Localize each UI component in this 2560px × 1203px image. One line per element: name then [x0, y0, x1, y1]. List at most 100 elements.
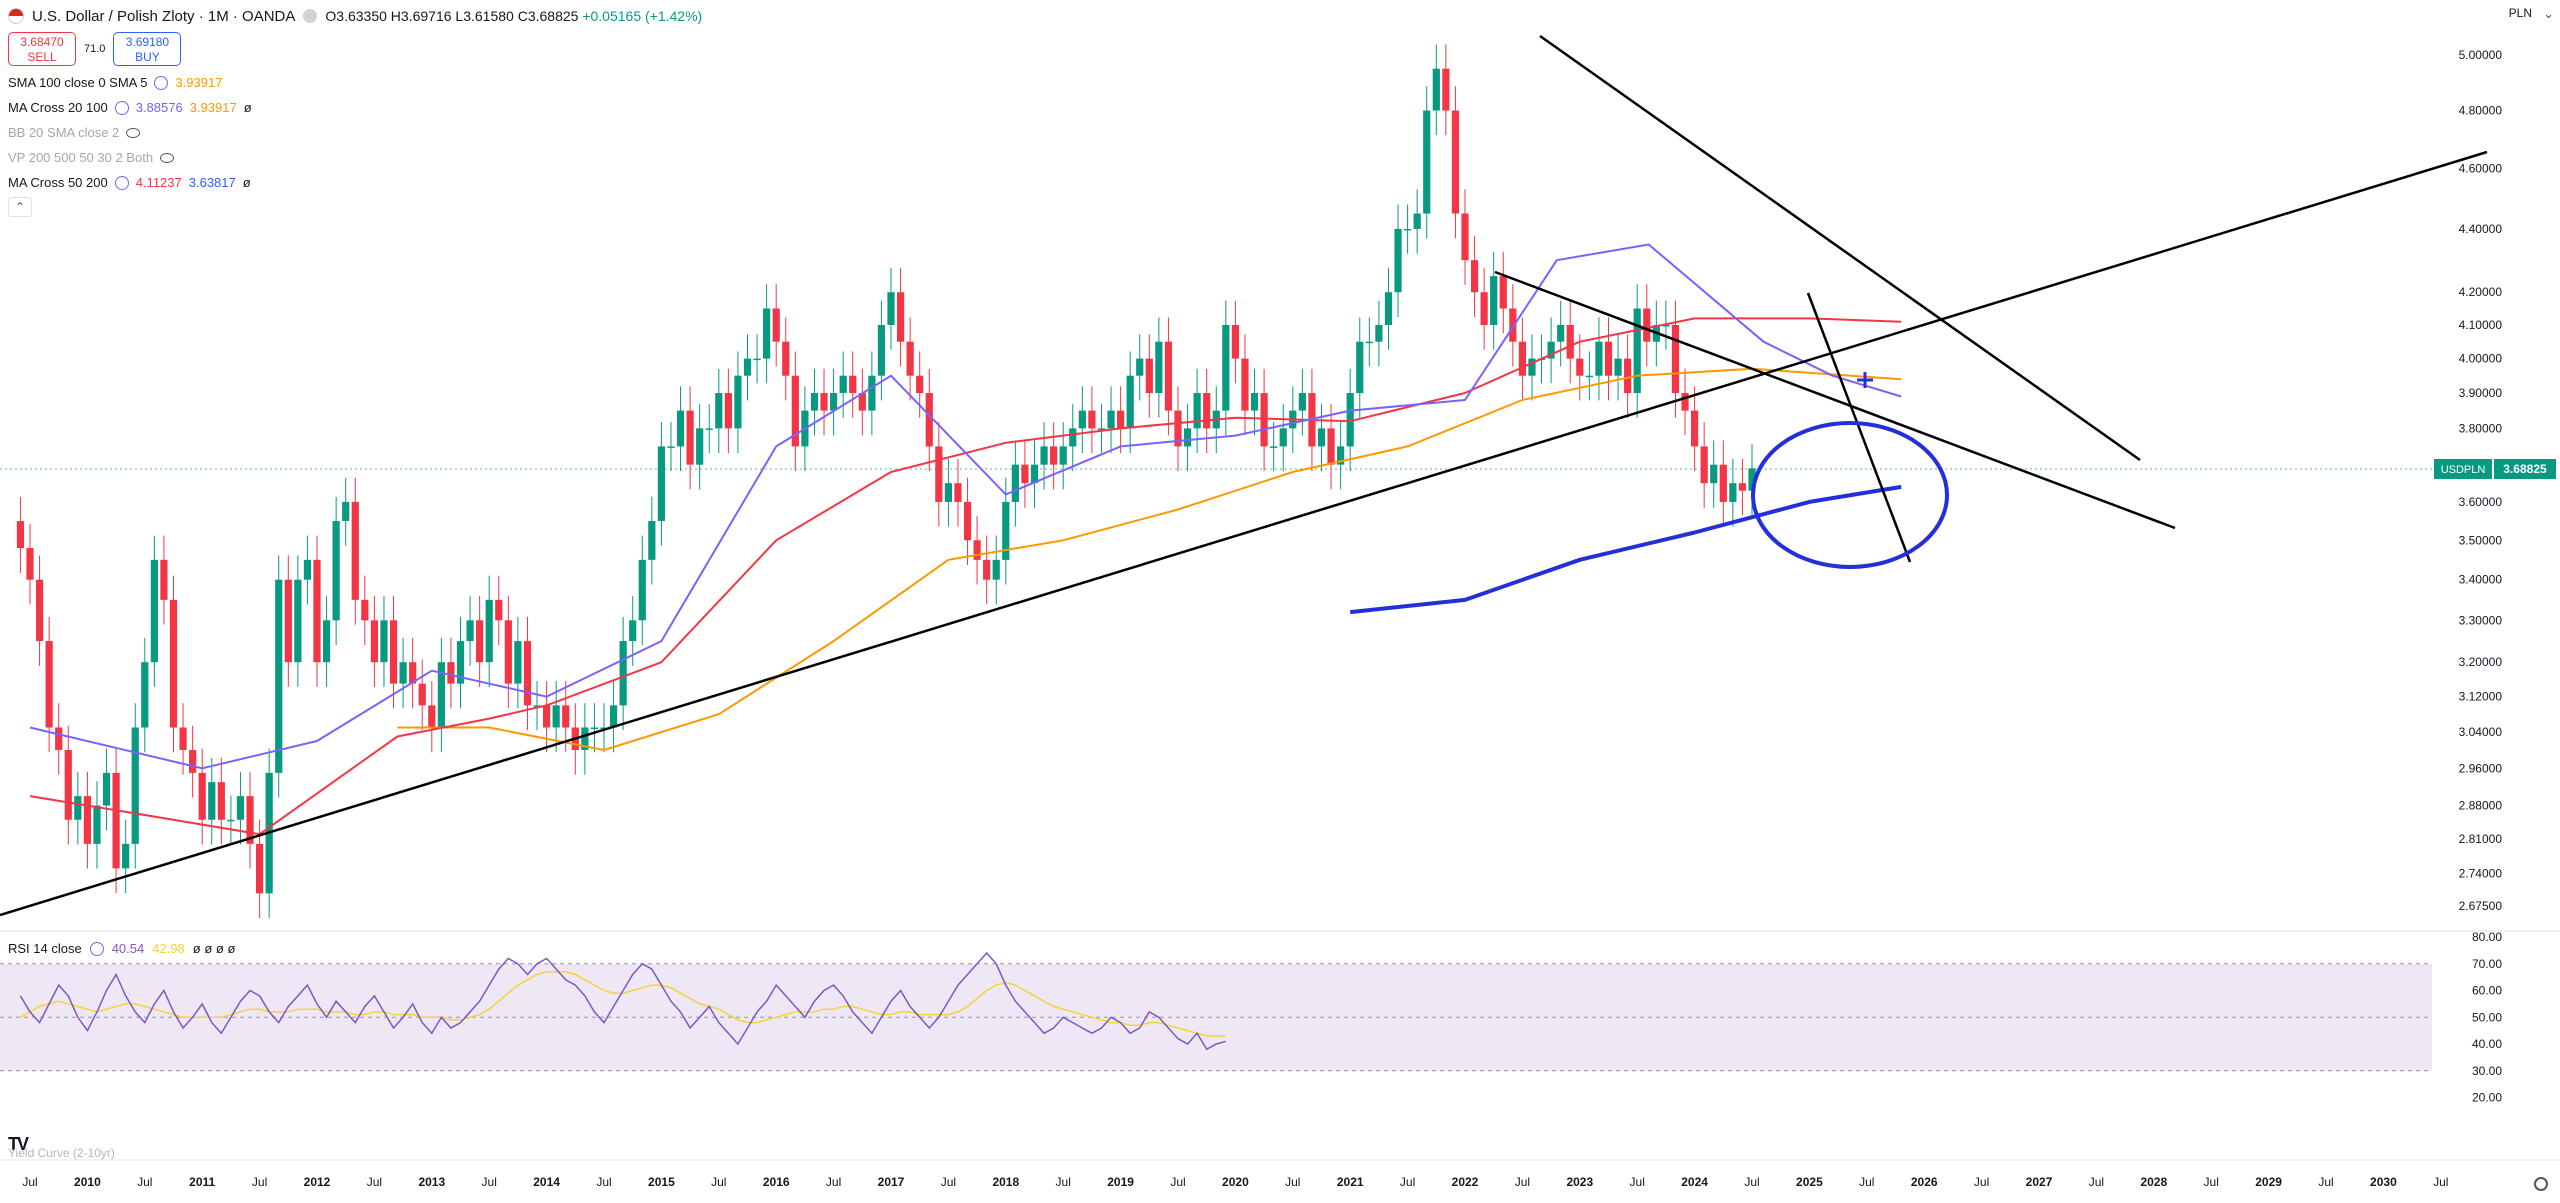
candle: [1356, 341, 1364, 394]
candle: [389, 620, 398, 684]
candle: [667, 446, 675, 448]
currency-label[interactable]: PLN: [2508, 6, 2532, 20]
candle: [1327, 428, 1335, 465]
price-axis-tick: 4.10000: [2459, 318, 2503, 332]
candle: [1509, 308, 1517, 342]
candle: [1518, 341, 1526, 376]
candle: [275, 579, 283, 773]
ma50-line: [29, 317, 1902, 836]
candle: [724, 393, 732, 429]
candle: [543, 705, 551, 728]
rsi-axis-tick: 80.00: [2472, 930, 2502, 944]
time-axis-tick: Jul: [1515, 1175, 1530, 1189]
candle: [399, 662, 407, 684]
low-label: L: [455, 8, 464, 24]
time-axis-tick: Jul: [1859, 1175, 1874, 1189]
eye-hidden-icon[interactable]: [126, 127, 141, 138]
candle: [849, 375, 857, 394]
price-axis-tick: 3.20000: [2459, 655, 2503, 669]
sell-label: SELL: [27, 50, 57, 64]
candle: [1126, 375, 1134, 429]
candle: [1576, 358, 1584, 376]
candle: [648, 520, 656, 560]
tradingview-logo-icon[interactable]: TV: [8, 1134, 29, 1154]
time-axis-tick: Jul: [1170, 1175, 1185, 1189]
candle: [74, 796, 82, 820]
price-axis-tick: 2.81000: [2459, 832, 2503, 846]
candle: [246, 796, 254, 844]
candle: [208, 782, 216, 820]
candle: [45, 641, 53, 728]
indicator-name: MA Cross 50 200: [8, 175, 108, 190]
candle: [456, 641, 465, 684]
candle: [1566, 324, 1574, 359]
candle: [1442, 68, 1450, 111]
candle: [1499, 276, 1507, 309]
candle: [313, 559, 321, 663]
candle: [1470, 260, 1479, 293]
candle: [150, 559, 158, 663]
rsi-legend[interactable]: RSI 14 close 40.54 42.98 ø ø ø ø: [8, 941, 235, 956]
candle: [160, 559, 168, 600]
watermark-label: Yield Curve (2-10yr): [8, 1146, 115, 1160]
time-axis-tick: Jul: [482, 1175, 497, 1189]
indicator-ma-cross-50-200[interactable]: MA Cross 50 200 4.11237 3.63817 ø: [8, 170, 702, 195]
rsi-settings-icon[interactable]: [89, 941, 104, 956]
candle: [1595, 341, 1603, 376]
candle: [906, 341, 914, 376]
candle: [1030, 464, 1039, 484]
symbol-header: U.S. Dollar / Polish Zloty · 1M · OANDA …: [8, 6, 702, 26]
menu-chevron-icon[interactable]: ⌄: [2543, 6, 2554, 21]
ma200-line: [1349, 484, 1902, 615]
candle: [887, 292, 895, 325]
indicator-settings-icon[interactable]: [114, 100, 129, 115]
close-label: C: [517, 8, 528, 24]
candle: [1193, 393, 1201, 429]
candle: [26, 548, 34, 580]
rsi-name: RSI 14 close: [8, 941, 82, 956]
candle: [1614, 358, 1622, 376]
buy-button[interactable]: 3.69180 BUY: [113, 32, 182, 66]
candle: [1585, 375, 1593, 378]
rsi-axis-tick: 50.00: [2472, 1010, 2502, 1024]
open-value: 3.63350: [336, 8, 387, 24]
symbol-title[interactable]: U.S. Dollar / Polish Zloty · 1M · OANDA: [32, 7, 296, 25]
candle: [332, 520, 340, 621]
candle: [1557, 324, 1565, 342]
time-axis-tick: Jul: [596, 1175, 611, 1189]
candle: [858, 393, 866, 411]
symbol-tag: USDPLN: [2441, 464, 2486, 476]
indicator-value: ø: [243, 100, 252, 115]
time-axis-tick: 2029: [2255, 1175, 2282, 1189]
candle: [1624, 358, 1632, 394]
indicator-settings-icon[interactable]: [114, 175, 129, 190]
price-axis-tick: 4.20000: [2459, 285, 2503, 299]
candle: [1088, 410, 1096, 429]
time-axis-tick: Jul: [252, 1175, 267, 1189]
candle: [772, 308, 780, 342]
indicator-vp[interactable]: VP 200 500 50 30 2 Both: [8, 145, 702, 170]
candle: [1011, 464, 1019, 502]
spread-value: 71.0: [84, 43, 106, 55]
price-axis-tick: 4.00000: [2459, 352, 2503, 366]
gear-icon[interactable]: [2534, 1177, 2548, 1191]
collapse-legend-button[interactable]: ⌃: [8, 197, 32, 217]
candle: [562, 705, 570, 728]
sell-button[interactable]: 3.68470 SELL: [8, 32, 76, 66]
eye-hidden-icon[interactable]: [160, 152, 175, 163]
indicator-ma-cross-20-100[interactable]: MA Cross 20 100 3.88576 3.93917 ø: [8, 95, 702, 120]
candle: [676, 410, 685, 447]
time-axis-tick: Jul: [2318, 1175, 2333, 1189]
rsi-signal-line: [20, 971, 1226, 1037]
candle: [1547, 341, 1555, 359]
indicator-sma100[interactable]: SMA 100 close 0 SMA 5 3.93917: [8, 70, 702, 95]
candle: [1671, 324, 1680, 394]
trade-panel: 3.68470 SELL 71.0 3.69180 BUY: [8, 32, 702, 66]
indicator-settings-icon[interactable]: [154, 75, 169, 90]
candle: [93, 805, 101, 844]
indicator-value: 3.93917: [189, 100, 237, 115]
indicator-bb[interactable]: BB 20 SMA close 2: [8, 120, 702, 145]
candle: [1241, 358, 1249, 411]
